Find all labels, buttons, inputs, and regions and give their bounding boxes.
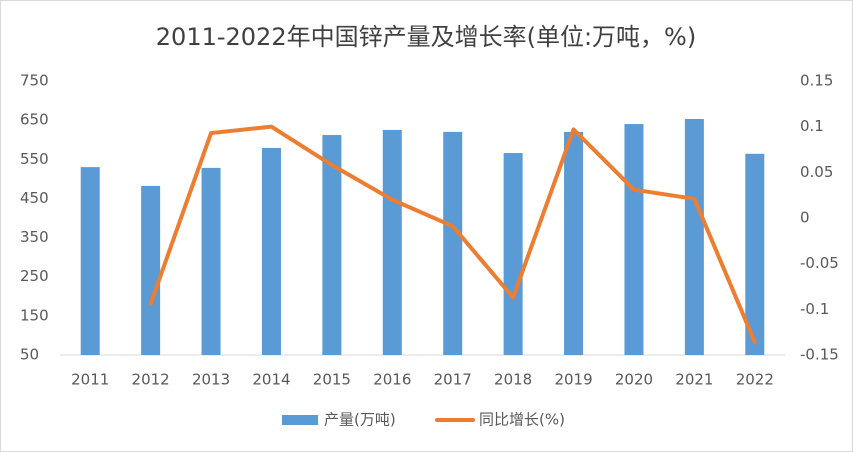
- x-tick-label: 2015: [313, 371, 351, 389]
- chart-title: 2011-2022年中国锌产量及增长率(单位:万吨，%): [156, 23, 696, 51]
- bar: [201, 167, 221, 355]
- bar: [261, 147, 281, 355]
- legend-swatch: [282, 415, 318, 425]
- y-tick-label: 250: [20, 267, 49, 285]
- y2-tick-label: -0.1: [800, 300, 829, 318]
- y-tick-label: 50: [20, 346, 39, 364]
- x-tick-label: 2022: [736, 371, 774, 389]
- x-tick-label: 2018: [494, 371, 532, 389]
- x-tick-label: 2019: [554, 371, 592, 389]
- y2-tick-label: 0: [800, 209, 810, 227]
- y-tick-label: 550: [20, 150, 49, 168]
- bar: [443, 131, 463, 355]
- legend-label: 产量(万吨): [324, 411, 396, 429]
- bar: [745, 153, 765, 355]
- y-tick-label: 350: [20, 228, 49, 246]
- y2-tick-label: 0.1: [800, 117, 824, 135]
- bar: [322, 135, 342, 355]
- x-tick-label: 2021: [675, 371, 713, 389]
- y2-tick-label: 0.15: [800, 72, 833, 90]
- x-tick-label: 2013: [192, 371, 230, 389]
- y2-tick-label: -0.15: [800, 346, 839, 364]
- x-tick-label: 2017: [434, 371, 472, 389]
- bar: [382, 129, 402, 355]
- x-tick-label: 2020: [615, 371, 653, 389]
- y2-tick-label: -0.05: [800, 254, 839, 272]
- y2-tick-label: 0.05: [800, 163, 833, 181]
- bar: [684, 118, 704, 356]
- bar: [564, 131, 584, 355]
- x-tick-label: 2016: [373, 371, 411, 389]
- bar: [624, 124, 644, 355]
- x-tick-label: 2011: [71, 371, 109, 389]
- y-tick-label: 750: [20, 72, 49, 90]
- y-tick-label: 150: [20, 306, 49, 324]
- x-tick-label: 2012: [132, 371, 170, 389]
- y-tick-label: 450: [20, 189, 49, 207]
- bar: [141, 185, 161, 355]
- line: [148, 124, 757, 345]
- legend-label: 同比增长(%): [479, 411, 565, 429]
- bar: [80, 167, 100, 355]
- x-tick-label: 2014: [252, 371, 290, 389]
- y-tick-label: 650: [20, 111, 49, 129]
- bar: [503, 153, 523, 355]
